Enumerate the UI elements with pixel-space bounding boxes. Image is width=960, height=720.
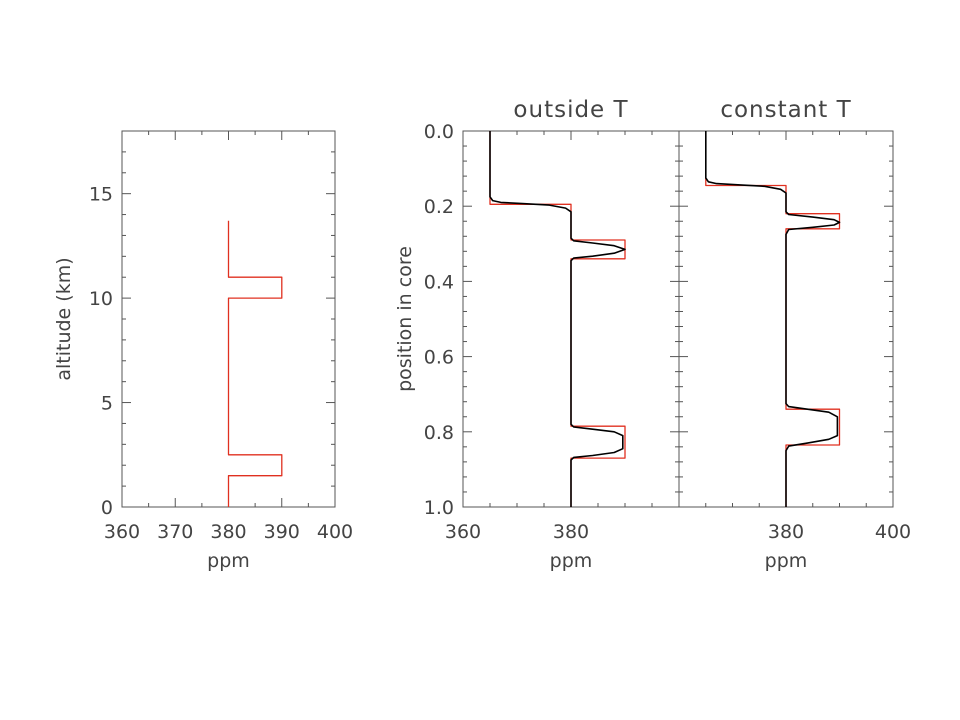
y-tick-label: 15 [89,184,113,206]
y-tick-label: 0.0 [424,121,454,143]
y-tick-label: 0 [101,497,113,519]
input-profile-line [705,131,841,507]
x-axis-label: ppm [765,550,808,572]
x-axis-label: ppm [207,550,250,572]
x-tick-label: 360 [445,521,481,543]
y-tick-label: 5 [101,393,113,415]
x-tick-label: 370 [157,521,193,543]
input-profile-line [227,220,283,507]
y-tick-label: 1.0 [424,497,454,519]
y-axis-label: altitude (km) [53,257,75,380]
y-axis-label: position in core [394,246,416,392]
y-tick-label: 0.4 [424,271,454,293]
y-tick-label: 0.6 [424,347,454,369]
measured-profile-line [489,131,626,507]
x-axis-label: ppm [550,550,593,572]
x-tick-label: 380 [553,521,589,543]
chart-panel-1: 360 370 380 390 400 0 5 10 15 ppm altitude (km) [53,130,353,572]
chart-panel-3: 380 400 ppm constant T [678,97,911,572]
measured-profile-line [704,131,841,507]
x-tick-label: 360 [104,521,140,543]
x-tick-label: 390 [264,521,300,543]
y-tick-label: 0.8 [424,422,454,444]
y-tick-label: 10 [89,288,113,310]
x-tick-label: 400 [317,521,353,543]
x-tick-label: 400 [875,521,911,543]
input-profile-line [489,131,626,507]
chart-title: outside T [513,97,628,123]
x-tick-label: 380 [768,521,804,543]
x-tick-label: 380 [210,521,246,543]
chart-title: constant T [720,97,851,123]
y-tick-label: 0.2 [424,196,454,218]
chart-panel-2: 360 380 0.0 0.2 0.4 0.6 0.8 1.0 ppm position in c… [394,97,680,572]
